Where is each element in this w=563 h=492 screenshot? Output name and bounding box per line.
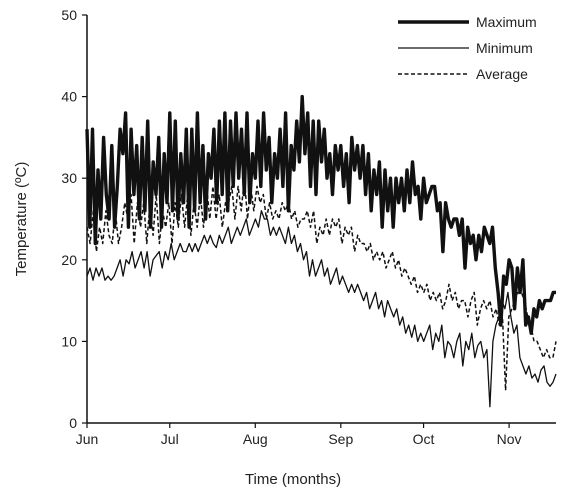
plot-area: 0 10 20 30 40 50 Jun Jul Aug Sep Oct Nov <box>61 7 557 447</box>
x-tick-label: Jun <box>76 431 99 447</box>
y-tick-label: 50 <box>61 7 77 23</box>
x-axis-ticks: Jun Jul Aug Sep Oct Nov <box>76 423 522 447</box>
x-tick-label: Sep <box>328 431 353 447</box>
y-tick-label: 40 <box>61 89 77 105</box>
series-lines <box>85 94 557 408</box>
y-axis-ticks: 0 10 20 30 40 50 <box>61 7 87 431</box>
legend-label-minimum: Minimum <box>476 40 533 56</box>
y-axis-label: Temperature (ºC) <box>13 162 30 277</box>
y-tick-label: 0 <box>69 415 77 431</box>
legend: Maximum Minimum Average <box>398 14 537 82</box>
y-tick-label: 10 <box>61 333 77 349</box>
x-tick-label: Nov <box>497 431 522 447</box>
series-line-minimum <box>86 210 557 408</box>
series-line-average <box>86 177 557 392</box>
x-tick-label: Aug <box>243 431 268 447</box>
x-tick-label: Oct <box>413 431 435 447</box>
y-tick-label: 30 <box>61 170 77 186</box>
x-axis-label: Time (months) <box>245 471 341 488</box>
series-line-maximum <box>85 94 556 335</box>
legend-label-maximum: Maximum <box>476 14 537 30</box>
legend-label-average: Average <box>476 66 528 82</box>
x-tick-label: Jul <box>161 431 179 447</box>
y-tick-label: 20 <box>61 252 77 268</box>
